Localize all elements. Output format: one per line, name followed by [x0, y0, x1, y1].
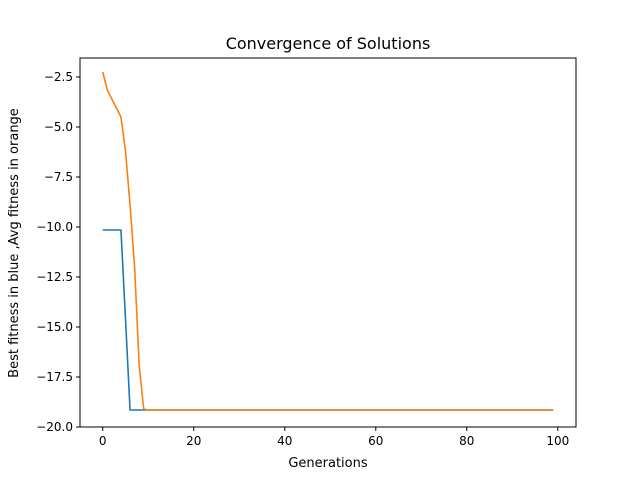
- x-tick-label: 80: [459, 434, 474, 448]
- y-tick-label: −20.0: [36, 420, 73, 434]
- y-tick-label: −17.5: [36, 370, 73, 384]
- y-tick-label: −2.5: [44, 70, 73, 84]
- x-tick-label: 40: [277, 434, 292, 448]
- x-axis-label: Generations: [288, 456, 368, 471]
- series-layer: [101, 71, 554, 411]
- chart-title: Convergence of Solutions: [226, 34, 431, 53]
- y-axis-label: Best fitness in blue ,Avg fitness in ora…: [7, 108, 22, 378]
- series-line-2: [101, 71, 554, 411]
- x-tick-label: 60: [368, 434, 383, 448]
- ticks-layer: 0 20 40 60 80 100 −2.5 −5.0 −7.5 −10.0 −12.5 −15.0 −…: [36, 70, 569, 448]
- y-tick-label: −12.5: [36, 270, 73, 284]
- y-tick-label: −5.0: [44, 120, 73, 134]
- plot-area-frame: [79, 57, 577, 428]
- x-tick-label: 100: [546, 434, 569, 448]
- y-tick-label: −15.0: [36, 320, 73, 334]
- y-tick-label: −10.0: [36, 220, 73, 234]
- x-tick-label: 20: [186, 434, 201, 448]
- x-tick-label: 0: [99, 434, 107, 448]
- y-tick-label: −7.5: [44, 170, 73, 184]
